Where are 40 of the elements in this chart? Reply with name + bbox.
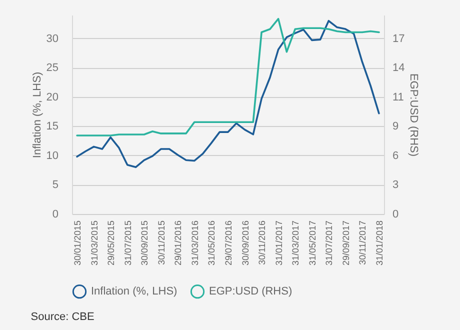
x-tick-label: 30/01/2015 [72,220,83,266]
x-tick-label: 29/09/2017 [340,220,351,266]
x-tick-label: 31/03/2015 [89,220,100,266]
x-tick-label: 29/01/2016 [173,220,184,266]
source-note: Source: CBE [30,311,94,323]
y2-tick-label: 11 [392,91,404,104]
line-series [76,20,380,168]
y-axis-title: Inflation (%, LHS) [31,72,44,158]
y2-tick-label: 14 [392,62,405,74]
x-tick-label: 31/03/2016 [190,220,200,266]
x-tick-label: 29/05/2015 [106,220,116,266]
x-tick-label: 31/03/2017 [290,220,301,266]
x-tick-label: 30/09/2015 [140,220,150,266]
y2-tick-label: 6 [392,150,399,162]
x-tick-label: 31/01/2017 [274,220,284,266]
y2-axis-title: EGP:USD (RHS) [408,73,420,157]
x-tick-label: 29/07/2016 [224,220,234,266]
x-tick-label: 31/05/2016 [206,220,217,266]
x-tick-label: 31/07/2015 [122,220,133,266]
x-tick-label: 30/11/2015 [156,220,166,265]
y-tick-label: 15 [46,120,58,133]
x-tick-label: 31/01/2018 [374,220,384,266]
y2-tick-label: 0 [392,208,399,220]
x-tick-label: 30/11/2016 [257,220,268,265]
y-tick-label: 30 [46,32,58,45]
x-tick-label: 30/09/2016 [240,220,250,266]
y-tick-label: 10 [46,150,58,162]
y2-tick-label: 17 [392,32,405,45]
line-series [76,18,380,136]
y2-tick-label: 3 [392,179,399,192]
legend-label: EGP:USD (RHS) [209,286,292,298]
x-tick-label: 31/05/2017 [307,220,318,266]
x-tick-label: 31/07/2017 [324,220,334,266]
y2-tick-label: 9 [392,120,399,133]
y-tick-label: 5 [52,179,58,192]
x-tick-label: 30/11/2017 [358,220,368,265]
y-tick-label: 25 [46,62,58,74]
legend-label: Inflation (%, LHS) [91,286,178,298]
y-tick-label: 20 [46,91,58,104]
y-tick-label: 0 [52,208,58,220]
